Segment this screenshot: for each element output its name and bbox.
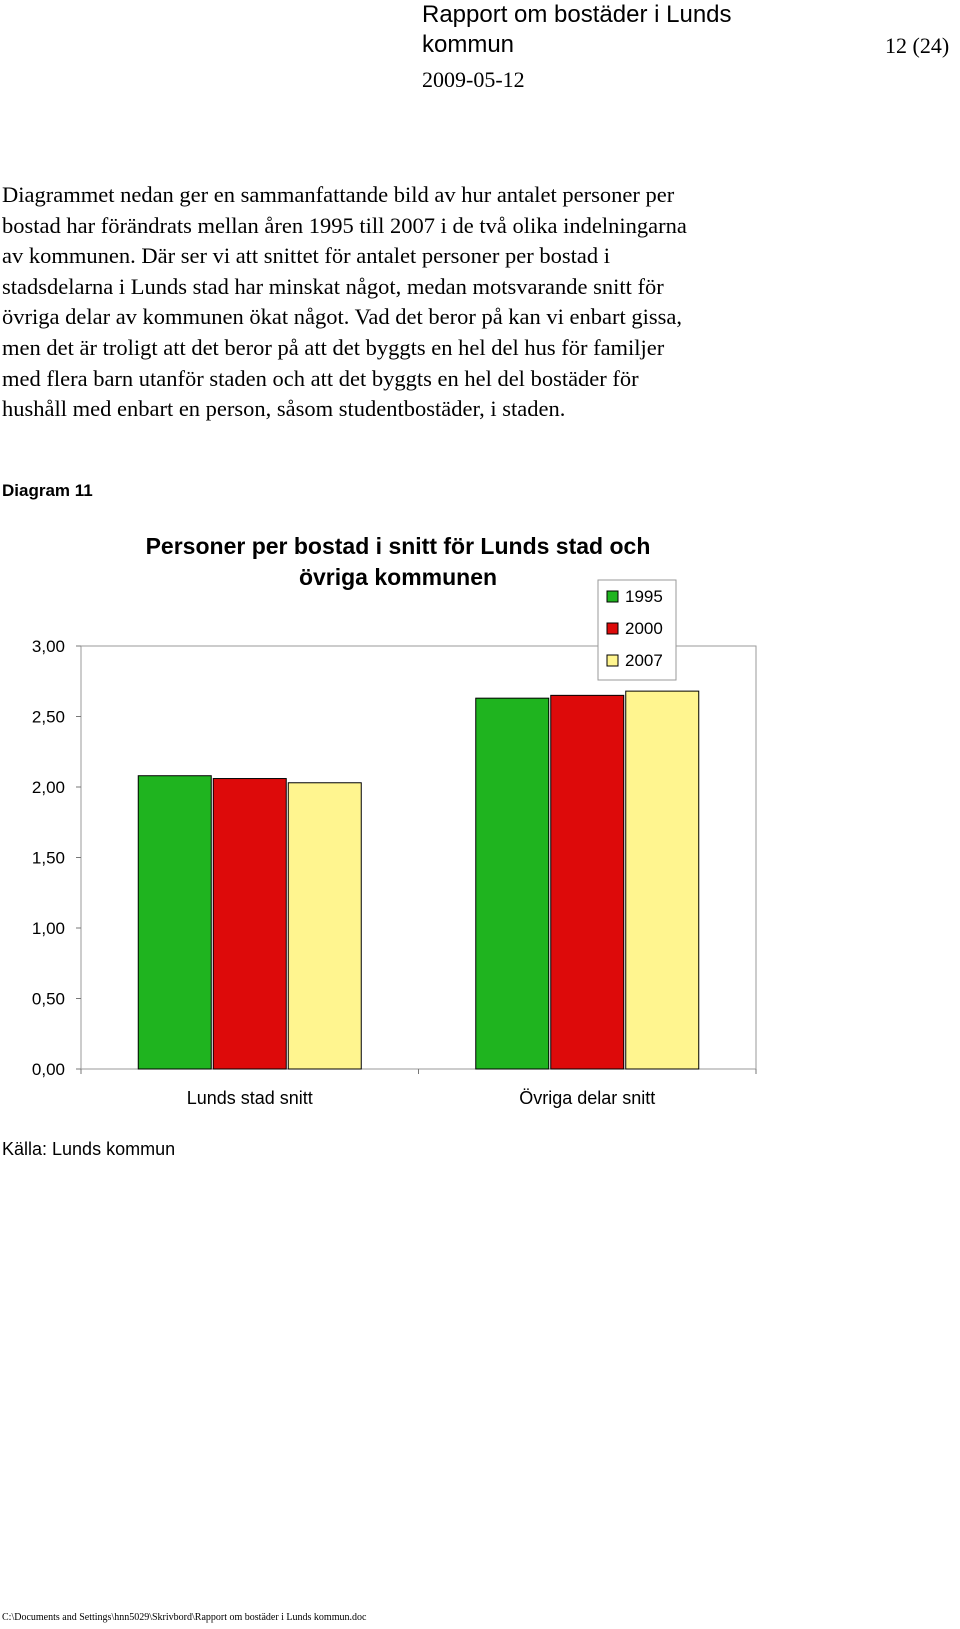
source-note: Källa: Lunds kommun — [2, 1139, 176, 1159]
body-line: men det är troligt att det beror på att … — [2, 334, 665, 360]
body-line: övriga delar av kommunen ökat något. Vad… — [2, 304, 683, 330]
body-line: hushåll med enbart en person, såsom stud… — [2, 396, 566, 422]
body-line: med flera barn utanför staden och att de… — [2, 365, 639, 391]
chart-title-line-2: övriga kommunen — [299, 564, 497, 590]
y-tick-label: 0,50 — [32, 990, 65, 1009]
bar — [550, 694, 625, 1070]
legend-swatch — [606, 622, 619, 635]
page-number: 12 (24) — [885, 33, 950, 58]
legend-swatch — [606, 654, 619, 667]
y-tick-label: 3,00 — [32, 637, 65, 656]
legend-swatch — [606, 590, 619, 603]
y-tick-label: 2,00 — [32, 778, 65, 797]
body-line: bostad har förändrats mellan åren 1995 t… — [2, 212, 687, 238]
chart-svg: Personer per bostad i snitt för Lunds st… — [32, 533, 757, 1108]
body-line: Diagrammet nedan ger en sammanfattande b… — [2, 182, 675, 207]
x-category-label: Övriga delar snitt — [519, 1088, 655, 1108]
bar — [137, 775, 212, 1070]
legend-label: 2000 — [625, 619, 663, 638]
chart-title-line-1: Personer per bostad i snitt för Lunds st… — [146, 533, 651, 559]
diagram-label: Diagram 11 — [2, 481, 93, 500]
y-tick-label: 1,50 — [32, 849, 65, 868]
y-tick-label: 2,50 — [32, 708, 65, 727]
y-tick-label: 1,00 — [32, 919, 65, 938]
legend-label: 2007 — [625, 651, 663, 670]
body-line: av kommunen. Där ser vi att snittet för … — [2, 243, 610, 269]
bar — [287, 782, 362, 1070]
report-title: Rapport om bostäder i Lunds kommun — [422, 1, 732, 58]
body-paragraph: Diagrammet nedan ger en sammanfattande b… — [2, 180, 952, 425]
bar — [475, 697, 550, 1070]
footer-file-path: C:\Documents and Settings\hnn5029\Skrivb… — [2, 1612, 367, 1623]
y-tick-label: 0,00 — [32, 1060, 65, 1079]
bar — [212, 778, 287, 1070]
bar-chart: Personer per bostad i snitt för Lunds st… — [0, 520, 960, 1120]
legend-label: 1995 — [625, 587, 663, 606]
report-date: 2009-05-12 — [422, 67, 525, 92]
bar — [625, 690, 700, 1070]
body-line: stadsdelarna i Lunds stad har minskat nå… — [2, 273, 664, 299]
x-category-label: Lunds stad snitt — [187, 1088, 313, 1108]
